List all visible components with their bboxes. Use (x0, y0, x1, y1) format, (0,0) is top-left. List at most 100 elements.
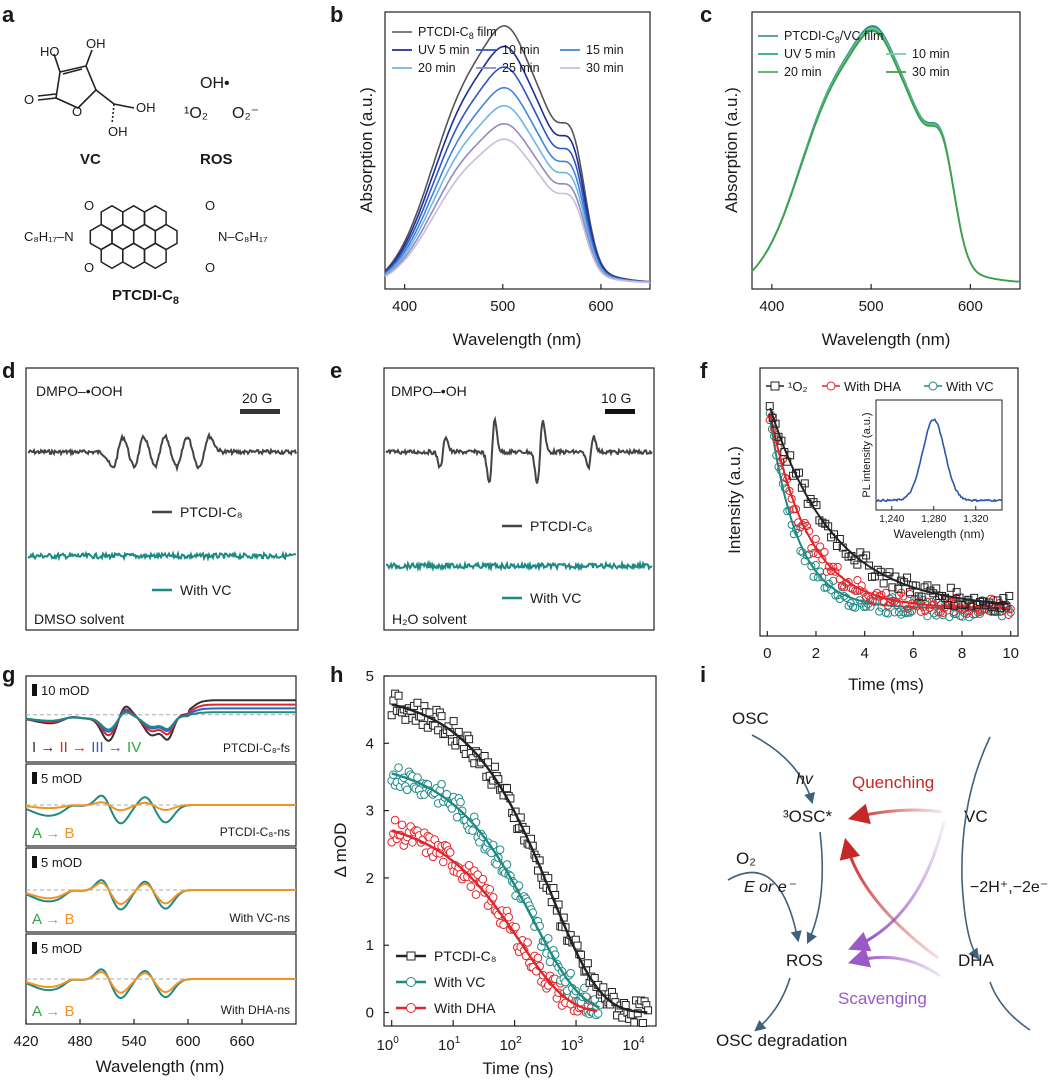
g-sequence-item: → (108, 739, 127, 756)
xtick-label-g: 600 (175, 1033, 200, 1050)
arrow-osc-to-triplet (751, 734, 815, 805)
g-scale-label: 10 mOD (41, 683, 89, 698)
plot-frame-d (25, 367, 299, 631)
panel-letter-d: d (2, 358, 15, 383)
g-scale-bar (32, 772, 37, 784)
xtick-label-h-exp: 0 (393, 1035, 399, 1046)
marker-h-With DHA (485, 884, 495, 894)
marker-f-With DHA (831, 567, 840, 576)
vc-bond (113, 103, 135, 109)
node-ros: ROS (786, 951, 823, 970)
fit-h-With DHA (391, 829, 597, 1013)
inset-xlabel: Wavelength (nm) (894, 527, 985, 541)
label-e-or: E or e⁻ (744, 879, 797, 896)
marker-h-With DHA (390, 815, 400, 825)
fit-h-PTCDI-C₈ (391, 703, 648, 1014)
marker-f-¹O₂ (967, 602, 976, 611)
marker-f-With DHA (881, 588, 890, 597)
marker-h-With DHA (471, 890, 481, 899)
xtick-label-h-exp: 4 (639, 1035, 645, 1046)
xtick-label-h-exp: 3 (578, 1035, 584, 1046)
marker-f-With VC (809, 572, 818, 581)
ytick-label-h: 5 (366, 668, 374, 685)
marker-f-¹O₂ (952, 588, 961, 597)
xtick-label-b: 400 (392, 298, 417, 315)
marker-h-With VC (468, 826, 477, 835)
ptcdi-right-chain: N–C₈H₁₇ (218, 229, 268, 244)
marker-f-¹O₂ (888, 583, 897, 592)
g-sequence: A → B (32, 911, 75, 928)
curve-c-4 (751, 30, 1021, 283)
legend-label-main: PTCDI-C8/VC film (784, 29, 883, 45)
arrow-vc-quench-triplet (847, 803, 943, 825)
ytick-label-h: 0 (366, 1005, 374, 1022)
xtick-label-h: 101 (438, 1035, 461, 1054)
points-h (387, 689, 653, 1028)
curves-c (751, 25, 1021, 283)
marker-h-PTCDI-C₈ (413, 698, 422, 707)
ylabel-f: Intensity (a.u.) (725, 446, 744, 554)
marker-f-With DHA (844, 578, 853, 587)
label-e-or-electron: E or e⁻ (744, 879, 797, 896)
trace2-label-e: With VC (530, 590, 581, 606)
marker-h-With DHA (523, 938, 532, 947)
xtick-label-g: 540 (121, 1033, 146, 1050)
legend-h-marker (406, 977, 416, 987)
vc-hash-bond (111, 103, 115, 125)
solvent-label-e: H₂O solvent (392, 611, 467, 627)
marker-h-With DHA (397, 820, 407, 830)
xtick-label-b: 600 (588, 298, 613, 315)
marker-h-PTCDI-C₈ (465, 735, 474, 744)
vc-ring-o-label: O (72, 104, 82, 119)
legend-h-label: With VC (434, 974, 485, 990)
ylabel-h: Δ mOD (331, 823, 350, 878)
marker-f-With VC (807, 562, 816, 571)
label-hv: hv (796, 771, 814, 788)
ptcdi-o-label: O (205, 260, 215, 275)
panel-g: g 10 mOD PTCDI-C₈-fs I → II → III → IV 5 m… (2, 662, 297, 1076)
g-subpanel-name: PTCDI-C₈-fs (223, 741, 290, 755)
xtick-label-h: 102 (499, 1035, 522, 1054)
marker-f-With DHA (820, 548, 829, 557)
vc-o-label: O (24, 92, 34, 107)
legend-main-prefix: PTCDI-C (784, 29, 835, 43)
xtick-label-h-base: 10 (622, 1037, 639, 1054)
g-scale-label: 5 mOD (41, 855, 82, 870)
marker-f-¹O₂ (865, 561, 874, 570)
ptcdi-left-chain: C₈H₁₇–N (24, 229, 74, 244)
marker-f-With DHA (949, 607, 958, 617)
ptcdi-ring (89, 223, 113, 251)
marker-f-¹O₂ (841, 549, 850, 558)
marker-f-¹O₂ (1005, 591, 1014, 600)
arrow-vc-scavenge-ros (848, 821, 946, 952)
curve-b-3 (384, 86, 651, 283)
xtick-label-f: 2 (812, 645, 820, 662)
ros-oh: OH• (200, 75, 230, 92)
node-osc: OSC (732, 709, 769, 728)
legend-h-label: PTCDI-C₈ (434, 948, 497, 964)
xtick-label-h: 104 (622, 1035, 645, 1054)
fit-h-With VC (391, 772, 600, 1009)
g-sequence: A → B (32, 825, 75, 842)
g-scale-bar (32, 684, 37, 696)
arrow-ros-to-degradation (754, 977, 791, 1032)
legend-label: 10 min (502, 43, 540, 57)
marker-f-¹O₂ (853, 560, 862, 569)
g-scale-label: 5 mOD (41, 771, 82, 786)
ros-label: ROS (200, 151, 233, 168)
inset-pl-curve (876, 418, 1002, 503)
epr-trace-vc-d (27, 549, 297, 562)
xtick-label-h-base: 10 (499, 1037, 516, 1054)
marker-f-¹O₂ (932, 584, 941, 593)
marker-h-With DHA (478, 874, 488, 884)
g-ns-trace (25, 881, 296, 906)
panel-c: c PTCDI-C8/VC film UV 5 min 10 min 20 min 30… (700, 2, 1021, 349)
plot-frame-h (383, 675, 657, 1027)
marker-f-¹O₂ (999, 594, 1008, 603)
g-sequence: I → II → III → IV (32, 739, 141, 756)
g-fs-trace (25, 711, 296, 731)
marker-f-¹O₂ (850, 556, 859, 565)
plot-frame-b (384, 11, 651, 290)
node-vc: VC (964, 807, 988, 826)
